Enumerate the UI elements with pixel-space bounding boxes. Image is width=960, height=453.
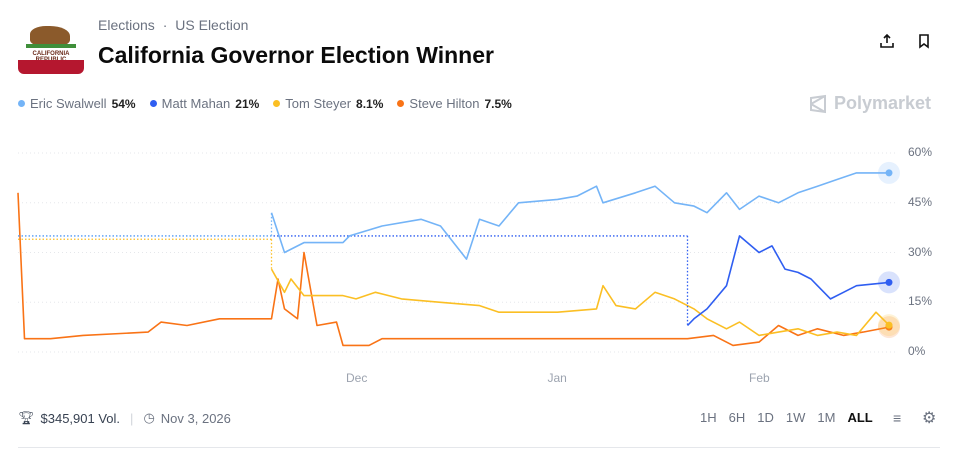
- legend-dot: [397, 100, 405, 107]
- series-line-matt-mahan: [686, 235, 890, 327]
- legend-value: 8.1%: [356, 96, 384, 111]
- sort-icon[interactable]: ≡: [893, 410, 902, 426]
- legend-name: Steve Hilton: [409, 96, 480, 111]
- y-tick-label: 60%: [908, 145, 933, 159]
- legend-dot: [18, 100, 25, 107]
- breadcrumb: Elections · US Election: [98, 17, 249, 33]
- legend-value: 21%: [235, 96, 260, 111]
- california-flag-logo: CALIFORNIA REPUBLIC: [18, 18, 84, 74]
- x-tick-label: Feb: [749, 371, 770, 385]
- volume: 🏆︎ $345,901 Vol. | ◷ Nov 3, 2026: [18, 410, 231, 426]
- series-line-eric-swalwell: [270, 172, 889, 260]
- range-1m[interactable]: 1M: [817, 410, 836, 425]
- y-tick-label: 45%: [908, 194, 933, 209]
- endpoint-dot: [885, 278, 893, 286]
- endpoint-dot: [885, 321, 893, 329]
- trophy-icon: 🏆︎: [18, 410, 35, 425]
- clock-icon: ◷: [143, 410, 155, 425]
- range-6h[interactable]: 6H: [728, 410, 746, 425]
- range-1d[interactable]: 1D: [757, 410, 774, 425]
- polymarket-logo: Polymarket: [808, 93, 931, 114]
- y-tick-label: 15%: [908, 294, 933, 309]
- y-tick-label: 0%: [908, 344, 926, 358]
- endpoint-dot: [885, 169, 893, 177]
- divider: [18, 447, 940, 448]
- legend-item[interactable]: Tom Steyer 8.1%: [273, 96, 383, 111]
- range-1h[interactable]: 1H: [700, 410, 717, 425]
- legend-name: Matt Mahan: [161, 96, 231, 111]
- settings-gear-icon[interactable]: ⚙: [922, 410, 937, 427]
- range-all[interactable]: ALL: [847, 410, 873, 425]
- bookmark-icon[interactable]: [914, 33, 934, 53]
- legend-dot: [273, 100, 281, 107]
- legend-dot: [149, 100, 157, 107]
- page-title: California Governor Election Winner: [98, 42, 494, 68]
- breadcrumb-elections[interactable]: Elections: [98, 17, 155, 33]
- range-1w[interactable]: 1W: [785, 410, 806, 425]
- legend-item[interactable]: Steve Hilton 7.5%: [397, 96, 512, 111]
- series-line-steve-hilton: [17, 192, 890, 347]
- legend-name: Tom Steyer: [285, 96, 352, 111]
- series-line-tom-steyer: [270, 268, 890, 337]
- legend-value: 54%: [111, 96, 136, 111]
- y-tick-label: 30%: [908, 244, 933, 259]
- time-range-selector: 1H 6H 1D 1W 1M ALL: [700, 410, 873, 425]
- legend-value: 7.5%: [484, 96, 512, 111]
- bear-icon: [30, 26, 70, 46]
- legend-item[interactable]: Matt Mahan 21%: [149, 96, 260, 111]
- breadcrumb-us-election[interactable]: US Election: [175, 17, 249, 33]
- end-date: Nov 3, 2026: [160, 410, 231, 426]
- legend: Eric Swalwell 54% Matt Mahan 21% Tom Steyer 8…: [18, 96, 512, 111]
- legend-item[interactable]: Eric Swalwell 54%: [18, 96, 136, 111]
- legend-name: Eric Swalwell: [30, 96, 107, 111]
- x-tick-label: Dec: [346, 371, 368, 385]
- share-icon[interactable]: [877, 33, 897, 53]
- x-tick-label: Jan: [547, 371, 567, 385]
